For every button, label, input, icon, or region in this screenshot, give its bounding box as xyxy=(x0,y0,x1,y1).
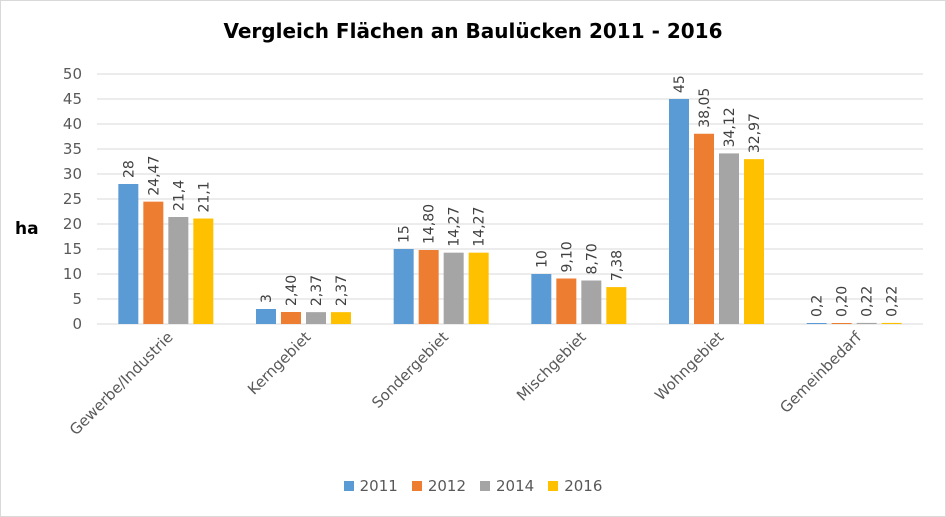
data-label: 2,40 xyxy=(284,275,300,306)
x-tick-label: Gemeinbedarf xyxy=(776,328,865,417)
bar-2016 xyxy=(744,159,764,324)
legend-swatch xyxy=(548,481,559,491)
bar-2016 xyxy=(468,252,489,324)
bar-2012 xyxy=(831,323,852,324)
bar-2014 xyxy=(719,153,739,324)
y-tick-label: 40 xyxy=(63,115,82,133)
data-label: 8,70 xyxy=(584,243,600,274)
data-label: 3 xyxy=(259,294,275,303)
bar-2012 xyxy=(143,201,164,324)
x-tick-label: Kerngebiet xyxy=(244,328,314,398)
legend-label: 2012 xyxy=(427,477,466,495)
bar-2014 xyxy=(168,217,189,324)
bar-2016 xyxy=(193,218,214,324)
bar-2011 xyxy=(393,249,414,324)
bar-2014 xyxy=(443,252,464,324)
y-tick-label: 5 xyxy=(72,290,82,308)
data-label: 24,47 xyxy=(146,156,162,196)
y-tick-label: 15 xyxy=(63,240,82,258)
y-tick-label: 0 xyxy=(72,315,82,333)
data-label: 34,12 xyxy=(722,107,738,147)
bar-2012 xyxy=(281,312,301,324)
x-tick-label: Gewerbe/Industrie xyxy=(66,328,177,439)
legend-swatch xyxy=(343,481,354,491)
legend-label: 2014 xyxy=(496,477,535,495)
y-axis-label: ha xyxy=(15,219,39,239)
x-tick-label: Wohngebiet xyxy=(651,328,727,404)
data-label: 38,05 xyxy=(697,88,713,128)
data-label: 0,22 xyxy=(860,286,876,317)
data-label: 0,20 xyxy=(835,286,851,317)
y-tick-label: 25 xyxy=(63,190,82,208)
bar-2012 xyxy=(694,133,714,324)
legend-item-2016: 2016 xyxy=(548,477,602,495)
legend-item-2012: 2012 xyxy=(411,477,466,495)
legend-swatch xyxy=(480,481,490,491)
data-label: 0,2 xyxy=(810,295,826,317)
bar-2011 xyxy=(806,323,827,324)
legend-item-2014: 2014 xyxy=(480,477,534,495)
legend-label: 2011 xyxy=(359,477,398,495)
y-tick-label: 30 xyxy=(63,165,82,183)
data-label: 45 xyxy=(672,75,688,93)
bar-2016 xyxy=(331,312,351,324)
bar-2011 xyxy=(669,99,689,324)
bar-2011 xyxy=(256,309,276,324)
chart-title: Vergleich Flächen an Baulücken 2011 - 20… xyxy=(223,19,723,43)
data-label: 0,22 xyxy=(885,286,901,317)
data-label: 21,1 xyxy=(196,181,212,212)
y-tick-label: 45 xyxy=(63,90,82,108)
data-label: 21,4 xyxy=(171,180,187,211)
data-label: 32,97 xyxy=(747,113,763,153)
data-label: 7,38 xyxy=(609,250,625,281)
legend-item-2011: 2011 xyxy=(343,477,398,495)
bar-2014 xyxy=(856,322,877,324)
bar-2012 xyxy=(556,278,577,324)
data-label: 14,80 xyxy=(422,204,438,244)
x-tick-label: Sondergebiet xyxy=(368,328,452,412)
y-tick-label: 50 xyxy=(63,65,82,83)
bar-2014 xyxy=(306,312,326,324)
x-tick-label: Mischgebiet xyxy=(513,328,590,405)
bar-2016 xyxy=(606,287,627,324)
data-label: 2,37 xyxy=(309,275,325,306)
bar-2016 xyxy=(881,322,902,324)
data-label: 14,27 xyxy=(447,207,463,247)
data-label: 9,10 xyxy=(559,241,575,272)
y-tick-label: 35 xyxy=(63,140,82,158)
bar-2011 xyxy=(531,274,552,324)
data-label: 2,37 xyxy=(334,275,350,306)
y-tick-label: 20 xyxy=(63,215,82,233)
bar-2014 xyxy=(581,280,602,324)
legend-swatch xyxy=(411,481,422,491)
y-tick-label: 10 xyxy=(63,265,82,283)
legend-label: 2016 xyxy=(564,477,603,495)
data-label: 14,27 xyxy=(472,207,488,247)
bar-2012 xyxy=(418,250,439,324)
chart-legend: 2011 2012 2014 2016 xyxy=(1,477,945,495)
data-label: 15 xyxy=(397,225,413,243)
data-label: 28 xyxy=(121,160,137,178)
data-label: 10 xyxy=(534,250,550,268)
bar-2011 xyxy=(118,184,139,324)
